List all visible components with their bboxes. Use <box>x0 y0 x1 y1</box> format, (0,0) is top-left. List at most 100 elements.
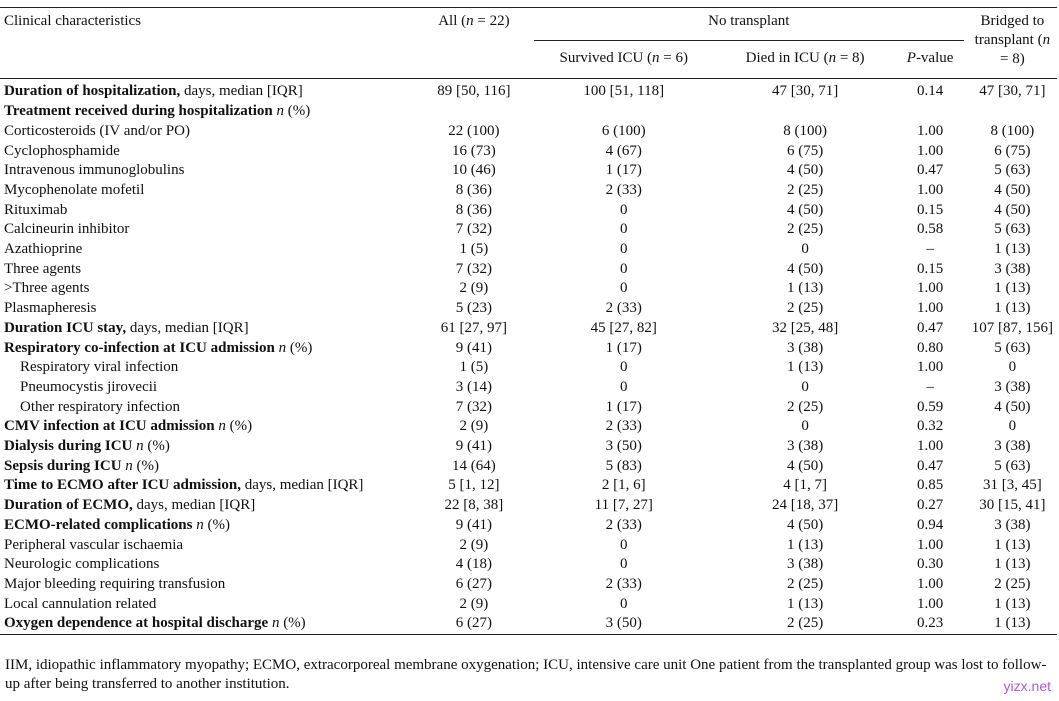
header-clinical: Clinical characteristics <box>0 7 418 80</box>
table-row: Oxygen dependence at hospital discharge … <box>0 614 1057 634</box>
cell-survived: 2 (33) <box>605 418 642 435</box>
cell-bridged: 31 [3, 45] <box>983 477 1042 494</box>
cell-bridged: 5 (63) <box>994 221 1031 238</box>
cell-survived: 3 (50) <box>605 615 642 632</box>
cell-bridged: 4 (50) <box>994 398 1031 415</box>
cell-pvalue: 0.47 <box>916 319 944 336</box>
cell-died: 0 <box>801 418 809 435</box>
cell-survived: 1 (17) <box>605 398 642 415</box>
row-label-text: days, median [IQR] <box>240 477 364 494</box>
row-label: Peripheral vascular ischaemia <box>0 536 418 556</box>
cell-bridged: 3 (38) <box>994 260 1031 277</box>
cell-bridged: 107 [87, 156] <box>971 319 1053 336</box>
cell-bridged: 5 (63) <box>994 339 1031 356</box>
cell-survived: 1 (17) <box>605 162 642 179</box>
table-row: Major bleeding requiring transfusion 6 (2… <box>0 575 1057 595</box>
cell-bridged: 1 (13) <box>994 556 1031 573</box>
cell-bridged: 1 (13) <box>994 280 1031 297</box>
row-label-text: days, median [IQR] <box>126 319 249 336</box>
cell-survived: 0 <box>620 221 628 238</box>
table-row: Pneumocystis jirovecii 3 (14) 0 0 – 3 (38) <box>0 378 1057 398</box>
cell-died: 2 (25) <box>786 221 824 238</box>
cell-all: 5 [1, 12] <box>448 477 500 494</box>
table-row: Peripheral vascular ischaemia 2 (9) 0 1 (13… <box>0 536 1057 556</box>
cell-died: 1 (13) <box>786 536 824 553</box>
cell-all: 2 (9) <box>459 280 489 297</box>
cell-all: 2 (9) <box>459 595 489 612</box>
cell-bridged: 1 (13) <box>994 241 1031 258</box>
cell-survived: 2 (33) <box>605 181 642 198</box>
cell-all: 61 [27, 97] <box>440 319 508 336</box>
cell-survived: 2 (33) <box>605 575 642 592</box>
row-label-text: Peripheral vascular ischaemia <box>4 536 184 553</box>
cell-survived: 5 (83) <box>605 457 642 474</box>
cell-all: 22 (100) <box>448 122 500 139</box>
cell-all: 16 (73) <box>452 142 496 159</box>
row-label: Oxygen dependence at hospital discharge … <box>0 614 418 634</box>
cell-pvalue: 1.00 <box>916 575 944 592</box>
table-row: ECMO-related complications n (%) 9 (41) 2 … <box>0 516 1057 536</box>
table-row: Other respiratory infection 7 (32) 1 (17) 2… <box>0 398 1057 418</box>
row-label: Sepsis during ICU n (%) <box>0 457 418 477</box>
header-no-transplant: No transplant <box>533 12 964 41</box>
row-label-text: Pneumocystis jirovecii <box>20 378 158 395</box>
row-label-text: Three agents <box>4 260 82 277</box>
row-label: Respiratory co-infection at ICU admissio… <box>0 339 418 359</box>
row-label: Respiratory viral infection <box>0 358 418 378</box>
row-label: Duration of hospitalization, days, media… <box>0 79 418 102</box>
cell-pvalue: – <box>926 378 934 395</box>
cell-bridged: 4 (50) <box>994 181 1031 198</box>
row-label-text: Calcineurin inhibitor <box>4 221 130 238</box>
row-label: Time to ECMO after ICU admission, days, … <box>0 476 418 496</box>
cell-survived: 0 <box>620 536 628 553</box>
table-row: Neurologic complications 4 (18) 0 3 (38) 0.3… <box>0 555 1057 575</box>
cell-all: 1 (5) <box>459 359 489 376</box>
cell-survived: 6 (100) <box>601 122 646 139</box>
row-label-bold: Time to ECMO after ICU admission, <box>4 477 241 494</box>
cell-died: 8 (100) <box>783 122 827 139</box>
row-label: Intravenous immunoglobulins <box>0 161 418 181</box>
cell-died: 4 (50) <box>786 201 824 218</box>
cell-all: 9 (41) <box>455 339 493 356</box>
cell-all: 5 (23) <box>455 300 493 317</box>
cell-pvalue: 0.94 <box>916 516 944 533</box>
cell-died: 4 [1, 7] <box>783 477 827 494</box>
row-label: Local cannulation related <box>0 595 418 615</box>
row-label-bold: Respiratory co-infection at ICU admissio… <box>4 339 275 356</box>
row-label: Dialysis during ICU n (%) <box>0 437 418 457</box>
row-label-text: Corticosteroids (IV and/or PO) <box>4 122 190 139</box>
header-pvalue: P-value <box>892 48 968 80</box>
cell-survived: 0 <box>620 359 628 376</box>
cell-all: 22 [8, 38] <box>444 497 504 514</box>
table-row: Intravenous immunoglobulins 10 (46) 1 (17)… <box>0 161 1057 181</box>
table-row: Respiratory viral infection 1 (5) 0 1 (13) 1… <box>0 358 1057 378</box>
cell-pvalue: 0.30 <box>916 556 944 573</box>
table-row: CMV infection at ICU admission n (%) 2 (9… <box>0 417 1057 437</box>
cell-survived: 0 <box>620 241 628 258</box>
row-label-text: Local cannulation related <box>4 595 157 612</box>
table-row: Treatment received during hospitalizatio… <box>0 102 1057 122</box>
cell-survived: 1 (17) <box>605 339 642 356</box>
cell-died: 2 (25) <box>786 181 824 198</box>
row-label: Calcineurin inhibitor <box>0 220 418 240</box>
table-row: Duration of ECMO, days, median [IQR] 22 [… <box>0 496 1057 516</box>
row-label: Major bleeding requiring transfusion <box>0 575 418 595</box>
row-label-bold: Oxygen dependence at hospital discharge <box>4 615 269 632</box>
cell-died: 1 (13) <box>786 595 824 612</box>
cell-died: 3 (38) <box>786 556 824 573</box>
cell-survived: 0 <box>620 260 628 277</box>
row-label-text: Intravenous immunoglobulins <box>4 162 185 179</box>
cell-bridged: 1 (13) <box>994 300 1031 317</box>
table-row: Three agents 7 (32) 0 4 (50) 0.15 3 (38) <box>0 260 1057 280</box>
table-row: Calcineurin inhibitor 7 (32) 0 2 (25) 0.58 5 … <box>0 220 1057 240</box>
cell-died: 4 (50) <box>786 516 824 533</box>
cell-bridged: 1 (13) <box>994 615 1031 632</box>
row-label: Plasmapheresis <box>0 299 418 319</box>
row-label-bold: Duration of hospitalization, <box>4 83 181 100</box>
table-row: Cyclophosphamide 16 (73) 4 (67) 6 (75) 1.00 6… <box>0 142 1057 162</box>
row-label-text: Cyclophosphamide <box>4 142 120 159</box>
cell-survived: 0 <box>620 556 628 573</box>
row-label: Pneumocystis jirovecii <box>0 378 418 398</box>
cell-pvalue: 1.00 <box>916 300 944 317</box>
cell-all: 89 [50, 116] <box>437 83 511 100</box>
